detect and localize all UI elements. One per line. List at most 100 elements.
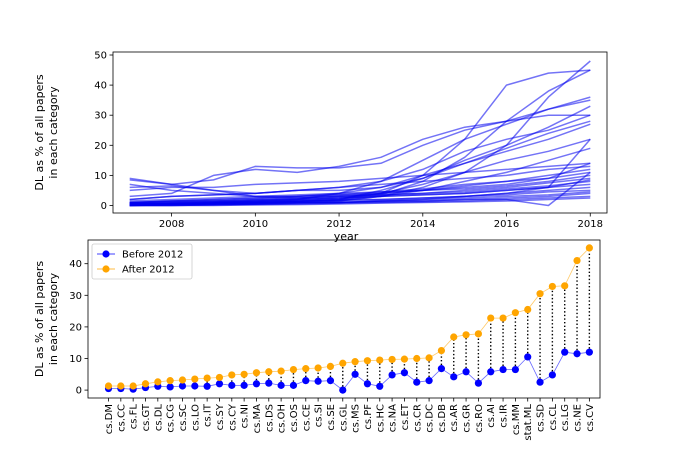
series-line — [129, 162, 591, 202]
y-axis-label-line: in each category — [47, 86, 60, 179]
after-point — [252, 369, 261, 377]
x-tick-label: cs.NA — [388, 404, 399, 432]
before-point — [339, 386, 347, 394]
x-tick-label: 2010 — [243, 219, 268, 230]
top-plot-frame — [112, 51, 608, 214]
before-point — [215, 380, 224, 388]
legend-marker — [102, 265, 110, 273]
before-point — [536, 378, 544, 386]
after-point — [425, 354, 433, 362]
y-axis-label-line: in each category — [47, 272, 60, 365]
bottom-plot-frame — [87, 239, 601, 399]
before-point — [265, 379, 273, 387]
x-tick-label: cs.SY — [215, 403, 226, 430]
x-tick-label: cs.GT — [141, 403, 152, 431]
after-point — [104, 382, 113, 390]
after-point — [339, 359, 347, 367]
after-point — [166, 377, 174, 385]
x-axis-label: year — [334, 230, 359, 243]
before-point — [462, 368, 470, 376]
series-line — [129, 162, 591, 192]
before-point — [400, 369, 409, 377]
x-tick-label: cs.IT — [203, 403, 214, 427]
before-point — [425, 377, 433, 385]
legend: Before 2012 After 2012 — [91, 243, 193, 280]
legend-frame — [91, 243, 193, 280]
series-line — [129, 174, 591, 198]
after-point — [203, 374, 211, 382]
after-point — [548, 282, 556, 291]
x-tick-label: cs.CV — [585, 404, 596, 432]
x-tick-label: cs.CG — [166, 404, 177, 433]
series-line — [129, 171, 591, 207]
before-point — [376, 382, 384, 390]
x-tick-label: cs.DB — [437, 404, 448, 433]
x-tick-label: cs.OH — [277, 404, 288, 433]
after-point — [450, 333, 458, 341]
y-axis-label: DL as % of all papersin each category — [33, 74, 60, 190]
x-tick-label: cs.CC — [116, 404, 127, 432]
x-tick-label: cs.AI — [486, 404, 497, 428]
before-point — [363, 380, 372, 388]
before-point — [178, 382, 187, 390]
series-line — [129, 179, 591, 207]
x-tick-label: cs.SE — [326, 404, 337, 431]
x-tick-label: 2012 — [326, 219, 351, 230]
x-tick-label: cs.MS — [351, 404, 362, 433]
x-tick-label: cs.FL — [129, 404, 140, 430]
x-tick-label: cs.MA — [252, 404, 263, 434]
after-point — [326, 362, 335, 370]
before-point — [388, 371, 396, 379]
after-line — [108, 247, 590, 387]
after-point — [474, 330, 482, 338]
series-line — [129, 165, 591, 201]
before-point — [561, 348, 569, 356]
x-tick-label: cs.NI — [240, 404, 251, 428]
before-point — [252, 380, 261, 388]
after-point — [487, 314, 495, 322]
legend-label: After 2012 — [122, 265, 175, 276]
after-point — [573, 256, 581, 265]
y-tick-label: 20 — [94, 141, 107, 152]
y-tick-label: 30 — [94, 111, 107, 122]
after-point — [240, 370, 248, 378]
before-point — [499, 365, 507, 374]
before-point — [191, 382, 199, 390]
y-tick-label: 50 — [94, 51, 107, 62]
x-tick-label: cs.RO — [474, 404, 485, 433]
x-tick-label: cs.HC — [375, 404, 386, 432]
before-point — [351, 370, 359, 378]
x-tick-label: cs.GR — [462, 404, 473, 433]
x-tick-label: cs.CY — [227, 403, 238, 431]
after-point — [215, 373, 224, 382]
series-line — [129, 114, 591, 198]
after-point — [437, 347, 446, 355]
before-point — [326, 377, 335, 385]
after-point — [228, 371, 236, 379]
x-tick-label: cs.MM — [511, 404, 522, 435]
after-point — [289, 365, 298, 374]
y-tick-label: 40 — [69, 259, 82, 270]
y-axis-label: DL as % of all papersin each category — [33, 261, 60, 377]
x-tick-label: cs.LO — [190, 404, 201, 431]
after-point — [536, 290, 544, 298]
x-tick-label: cs.CE — [301, 404, 312, 431]
after-point — [154, 378, 162, 386]
y-tick-label: 20 — [69, 322, 82, 333]
x-tick-label: cs.SD — [536, 404, 547, 432]
y-axis-label-line: DL as % of all papers — [33, 74, 46, 190]
after-point — [277, 367, 285, 375]
x-tick-label: cs.SI — [314, 404, 325, 427]
legend-marker — [102, 250, 110, 258]
after-point — [302, 365, 310, 373]
before-point — [413, 378, 421, 386]
before-point — [585, 348, 593, 356]
series-line — [129, 99, 591, 186]
x-tick-label: cs.AR — [449, 404, 460, 432]
x-tick-label: stat.ML — [523, 404, 534, 441]
before-point — [511, 365, 519, 374]
x-tick-label: cs.OS — [289, 404, 300, 432]
before-point — [524, 353, 532, 361]
before-point — [437, 365, 446, 373]
